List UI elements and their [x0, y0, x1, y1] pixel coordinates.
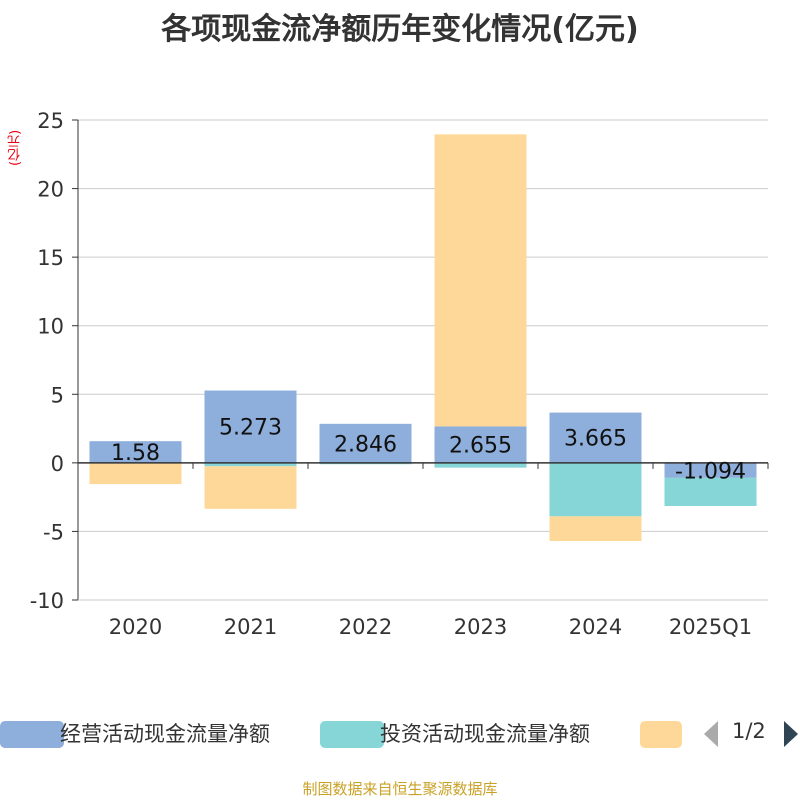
- legend-swatch-operating: [0, 721, 64, 748]
- data-source-footer: 制图数据来自恒生聚源数据库: [302, 780, 498, 798]
- legend-label-operating: 经营活动现金流量净额: [60, 722, 270, 746]
- data-label: 5.273: [219, 416, 282, 441]
- legend-prev-page-icon[interactable]: [702, 720, 720, 748]
- y-tick-label: 0: [51, 452, 64, 476]
- x-tick-label: 2024: [569, 615, 622, 639]
- y-tick-label: 15: [37, 246, 64, 270]
- legend-page-indicator: 1/2: [732, 719, 766, 743]
- x-tick-label: 2025Q1: [669, 615, 752, 639]
- legend: 经营活动现金流量净额 投资活动现金流量净额 1/2: [0, 716, 800, 752]
- bar-segment-series-0-2025Q1: [664, 462, 757, 478]
- y-tick-label: 20: [37, 178, 64, 202]
- data-label: 2.846: [334, 432, 397, 457]
- bar-segment-series-2-2024: [549, 516, 642, 542]
- y-tick-label: -5: [43, 520, 64, 544]
- grid-lines: [78, 119, 768, 601]
- bar-segment-series-1-2025Q1: [664, 477, 757, 506]
- y-tick-label: 25: [37, 109, 64, 133]
- bar-segment-series-0-2021: [204, 390, 297, 463]
- y-tick-label: -10: [30, 589, 64, 613]
- bar-segment-series-1-2023: [434, 462, 527, 468]
- bar-segment-series-2-2021: [204, 466, 297, 509]
- chart-title: 各项现金流净额历年变化情况(亿元): [161, 12, 639, 47]
- data-label: 1.58: [111, 441, 160, 466]
- bar-segment-series-0-2020: [89, 441, 182, 463]
- x-tick-label: 2020: [109, 615, 162, 639]
- legend-swatch-financing: [640, 721, 682, 748]
- axes: -10 -5 0 5 10 15 20 25 2020 2021 2022 2023 2024 2025Q…: [30, 109, 769, 639]
- x-tick-label: 2021: [224, 615, 277, 639]
- bar-segment-series-0-2024: [549, 412, 642, 463]
- stacked-bar-chart: -10 -5 0 5 10 15 20 25 2020 2021 2022 2023 2024 2025Q…: [30, 109, 769, 639]
- bar-segment-series-2-2020: [89, 463, 182, 485]
- bar-segment-series-1-2024: [549, 462, 642, 517]
- bar-segment-series-0-2022: [319, 423, 412, 463]
- legend-next-page-icon[interactable]: [782, 720, 800, 748]
- data-label: 3.665: [564, 427, 627, 452]
- bars: [89, 134, 757, 542]
- x-tick-label: 2023: [454, 615, 507, 639]
- bar-segment-series-2-2023: [434, 134, 527, 427]
- data-label: 2.655: [449, 434, 512, 459]
- bar-segment-series-1-2021: [204, 462, 297, 467]
- legend-swatch-investing: [320, 721, 384, 748]
- y-tick-label: 5: [51, 383, 64, 407]
- data-label: -1.094: [675, 459, 746, 484]
- x-tick-label: 2022: [339, 615, 392, 639]
- data-labels: 1.58 5.273 2.846 2.655 3.665 -1.094: [111, 416, 746, 485]
- bar-segment-series-0-2023: [434, 426, 527, 463]
- legend-label-investing: 投资活动现金流量净额: [380, 722, 590, 746]
- y-tick-label: 10: [37, 315, 64, 339]
